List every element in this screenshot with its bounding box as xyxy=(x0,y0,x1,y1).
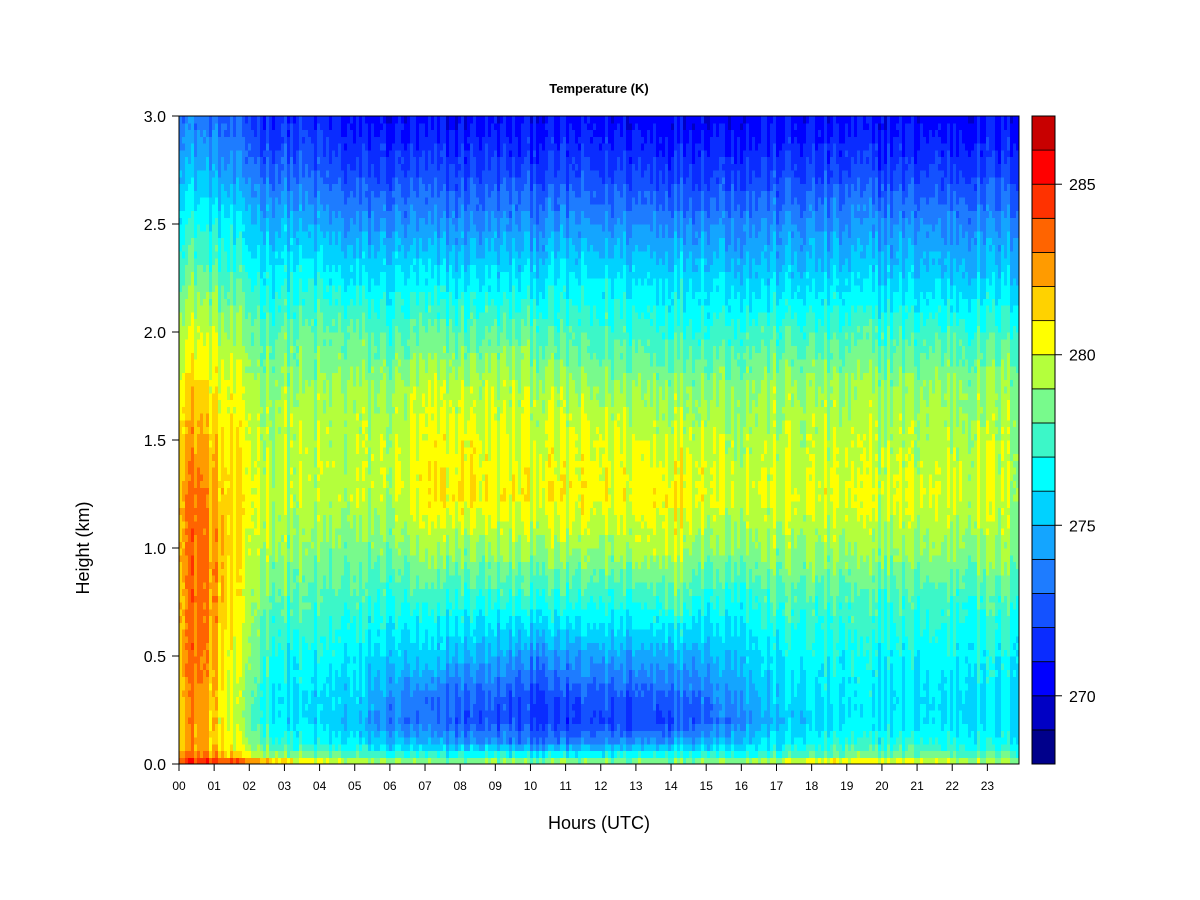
heatmap-plot-area xyxy=(179,116,1020,765)
x-axis-label: Hours (UTC) xyxy=(548,813,650,833)
y-axis-label: Height (km) xyxy=(73,501,93,594)
chart-title: Temperature (K) xyxy=(549,81,648,96)
